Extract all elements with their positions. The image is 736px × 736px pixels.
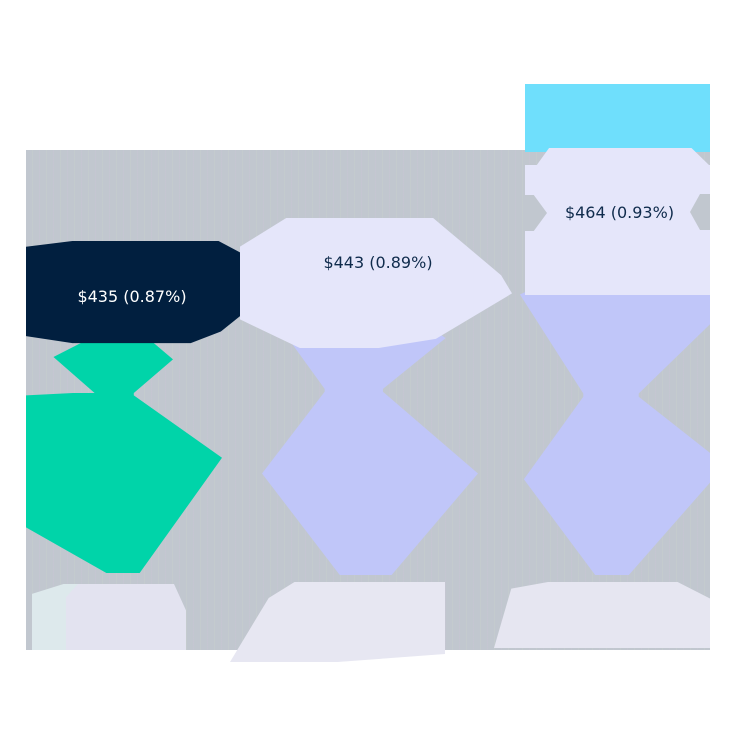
data-label-text: $443 (0.89%)	[323, 252, 433, 272]
legend-block	[525, 84, 710, 152]
data-label-bar-1: $435 (0.87%)	[26, 241, 258, 344]
category-label-bg-3	[494, 582, 710, 648]
data-label-text: $435 (0.87%)	[77, 286, 187, 306]
data-label-bar-3: $464 (0.93%)	[525, 165, 710, 295]
data-label-text: $464 (0.93%)	[564, 202, 675, 222]
category-label-bg-1b	[66, 584, 186, 650]
legend-pointer	[536, 148, 710, 166]
label-notch-right	[690, 194, 710, 230]
